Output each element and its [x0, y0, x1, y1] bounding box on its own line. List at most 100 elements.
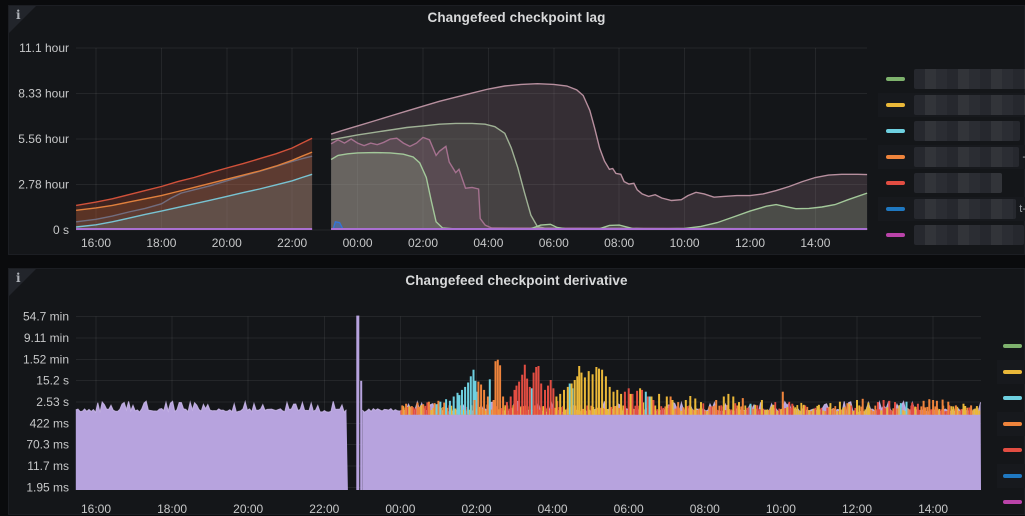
svg-text:08:00: 08:00: [690, 502, 720, 516]
legend-item-series-1[interactable]: [997, 334, 1025, 358]
line-blue-blip: [332, 220, 344, 230]
svg-text:14:00: 14:00: [800, 236, 830, 250]
panel-info-corner[interactable]: i: [9, 269, 36, 296]
legend-item-series-7[interactable]: [997, 490, 1025, 514]
line-pink-outer-mound: [330, 82, 868, 202]
legend-swatch-series-3[interactable]: [1003, 396, 1022, 400]
legend-item-series-7[interactable]: [878, 223, 1025, 247]
panel-title-checkpoint-derivative[interactable]: Changefeed checkpoint derivative: [405, 273, 628, 288]
svg-text:0 s: 0 s: [53, 223, 69, 237]
line-cyan-pre-gap: [76, 173, 313, 228]
legend-swatch-series-4[interactable]: [1003, 422, 1022, 426]
svg-text:12:00: 12:00: [735, 236, 765, 250]
legend-swatch-series-3[interactable]: [886, 129, 905, 133]
area-blue-blip: [333, 221, 343, 230]
panel-title-checkpoint-lag[interactable]: Changefeed checkpoint lag: [427, 10, 606, 25]
area-purple-baseline-post-gap: [362, 401, 981, 490]
svg-text:1.52 min: 1.52 min: [23, 352, 69, 366]
area-orange-pre-gap: [76, 152, 313, 230]
svg-text:22:00: 22:00: [309, 502, 339, 516]
area-mauve-jagged: [331, 137, 868, 230]
legend-item-series-6[interactable]: t-: [878, 197, 1025, 221]
svg-text:22:00: 22:00: [277, 236, 307, 250]
purple-spikes: [356, 315, 363, 490]
legend-label-redacted: [914, 147, 1020, 167]
svg-text:2.53 s: 2.53 s: [36, 395, 69, 409]
legend-item-series-6[interactable]: [997, 464, 1025, 488]
legend-label-redacted: [914, 95, 1025, 115]
legend-swatch-series-5[interactable]: [1003, 448, 1022, 452]
legend-item-series-5[interactable]: [997, 438, 1025, 462]
axis-labels: 0 s 2.78 hour 5.56 hour 8.33 hour 11.1 hour 1…: [18, 41, 830, 250]
panel-checkpoint-lag: i Changefeed checkpoint lag 0 s 2.78 hour…: [8, 5, 1025, 255]
legend-item-series-2[interactable]: [878, 93, 1025, 117]
svg-text:08:00: 08:00: [604, 236, 634, 250]
legend-swatch-series-6[interactable]: [1003, 474, 1022, 478]
svg-text:10:00: 10:00: [670, 236, 700, 250]
legend-swatch-series-2[interactable]: [1003, 370, 1022, 374]
svg-text:5.56 hour: 5.56 hour: [18, 132, 69, 146]
legend-item-series-3[interactable]: [997, 386, 1025, 410]
legend-item-series-5[interactable]: [878, 171, 1025, 195]
svg-text:8.33 hour: 8.33 hour: [18, 86, 69, 100]
svg-text:10:00: 10:00: [766, 502, 796, 516]
legend-item-series-1[interactable]: [878, 67, 1025, 91]
area-cyan-pre-gap: [76, 174, 313, 230]
svg-text:06:00: 06:00: [539, 236, 569, 250]
legend-swatch-series-2[interactable]: [886, 103, 905, 107]
panel-checkpoint-derivative: i Changefeed checkpoint derivative 54.7 …: [8, 268, 1025, 516]
line-sage-inner-mound: [330, 122, 868, 230]
series-group: [75, 82, 868, 230]
svg-text:20:00: 20:00: [233, 502, 263, 516]
legend-swatch-series-4[interactable]: [886, 155, 905, 159]
spike-bars: [401, 359, 978, 415]
svg-text:06:00: 06:00: [614, 502, 644, 516]
panel-info-corner[interactable]: i: [9, 6, 36, 33]
svg-text:02:00: 02:00: [461, 502, 491, 516]
legend-swatch-series-1[interactable]: [886, 77, 905, 81]
legend-label-redacted: [914, 173, 1002, 193]
legend-item-series-3[interactable]: [878, 119, 1025, 143]
legend-label-redacted: [914, 69, 1025, 89]
svg-text:2.78 hour: 2.78 hour: [18, 177, 69, 191]
checkpoint-derivative-chart[interactable]: 54.7 min 9.11 min 1.52 min 15.2 s 2.53 s 422 …: [9, 269, 1025, 516]
svg-text:1.95 ms: 1.95 ms: [26, 480, 69, 494]
legend-label-redacted: [914, 225, 1024, 245]
legend-item-series-4[interactable]: [997, 412, 1025, 436]
svg-text:16:00: 16:00: [81, 502, 111, 516]
legend-swatch-series-1[interactable]: [1003, 344, 1022, 348]
svg-text:15.2 s: 15.2 s: [36, 374, 69, 388]
svg-text:00:00: 00:00: [343, 236, 373, 250]
svg-text:9.11 min: 9.11 min: [24, 331, 69, 345]
area-blue-pre-gap: [76, 156, 313, 230]
checkpoint-lag-chart[interactable]: 0 s 2.78 hour 5.56 hour 8.33 hour 11.1 hour 1…: [9, 6, 1025, 256]
line-red-pre-gap: [75, 137, 313, 207]
svg-text:00:00: 00:00: [385, 502, 415, 516]
area-green-plateau: [331, 152, 868, 230]
svg-text:04:00: 04:00: [538, 502, 568, 516]
legend-item-series-4[interactable]: -: [878, 145, 1025, 169]
legend-item-series-2[interactable]: [997, 360, 1025, 384]
line-mauve-jagged: [330, 136, 868, 230]
legend-label-redacted: [914, 199, 1017, 219]
axis-labels: 54.7 min 9.11 min 1.52 min 15.2 s 2.53 s 422 …: [23, 310, 948, 516]
info-icon: i: [16, 8, 21, 22]
legend-swatch-series-6[interactable]: [886, 207, 905, 211]
area-pink-outer-mound: [331, 83, 868, 230]
svg-text:04:00: 04:00: [473, 236, 503, 250]
purple-baseline-pre-gap: [75, 399, 348, 490]
svg-text:16:00: 16:00: [81, 236, 111, 250]
svg-text:20:00: 20:00: [212, 236, 242, 250]
svg-text:11.7 ms: 11.7 ms: [27, 459, 69, 473]
legend-swatch-series-7[interactable]: [1003, 500, 1022, 504]
svg-text:11.1 hour: 11.1 hour: [19, 41, 69, 55]
svg-text:18:00: 18:00: [157, 502, 187, 516]
legend-label-fragment: t-: [1019, 203, 1025, 215]
legend-swatch-series-5[interactable]: [886, 181, 905, 185]
info-icon: i: [16, 271, 21, 285]
svg-text:02:00: 02:00: [408, 236, 438, 250]
line-orange-pre-gap: [76, 151, 313, 211]
legend-swatch-series-7[interactable]: [886, 233, 905, 237]
legend-label-redacted: [914, 121, 1020, 141]
